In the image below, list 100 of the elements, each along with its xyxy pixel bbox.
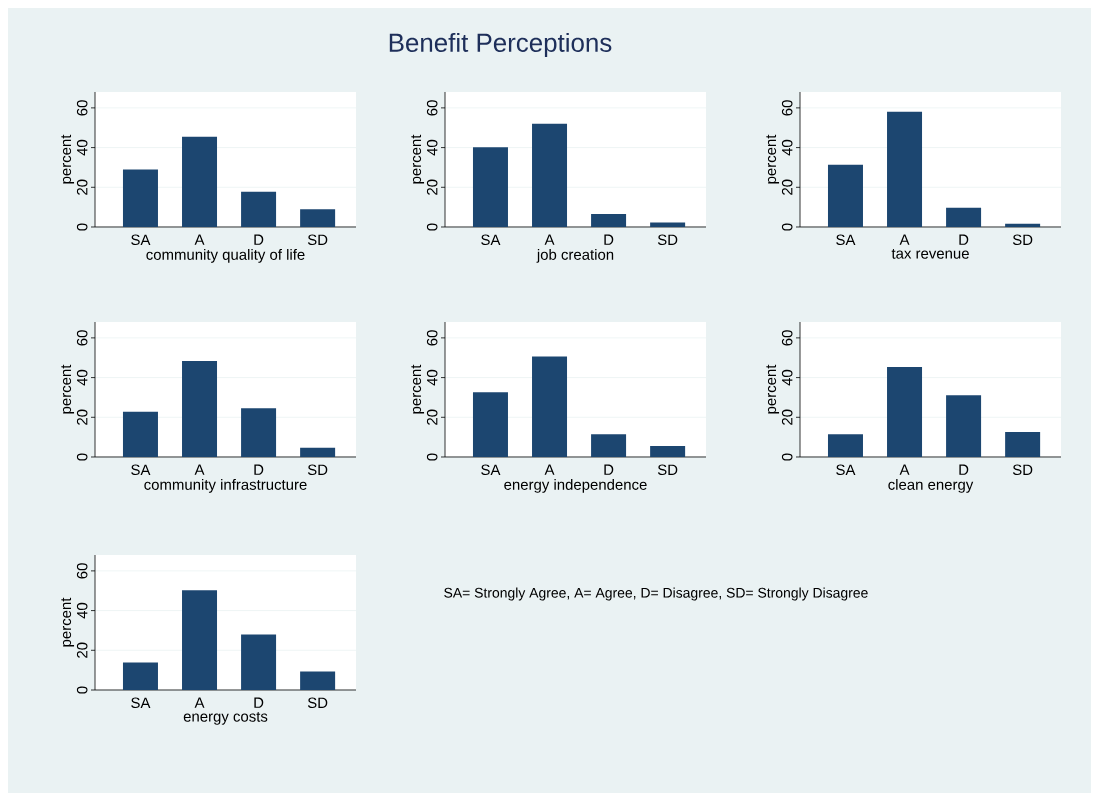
bar [122,169,158,227]
y-tick-label: 40 [781,369,793,386]
y-tick-label: 20 [76,642,88,658]
x-tick-label: A [194,234,205,245]
y-tick-label: 40 [76,602,88,619]
x-tick-label: D [604,234,614,245]
x-tick-label: D [254,234,264,245]
x-tick-label: SD [657,464,678,476]
x-tick-label: SA [131,464,151,476]
x-tick-label: D [254,697,264,708]
bar [122,662,158,690]
y-tick-label: 40 [426,369,438,386]
x-axis-title: community quality of life [146,248,305,263]
x-tick-label: SD [1012,234,1033,246]
y-axis-title: percent [411,364,425,414]
x-tick-label: A [899,464,910,475]
x-tick-label: SD [657,234,678,246]
bar [300,671,336,690]
bar [182,136,218,227]
bar [472,392,508,457]
x-tick-label: SD [307,464,328,476]
y-tick-label: 0 [76,686,88,694]
bar [946,207,982,227]
bar [591,434,627,457]
x-axis-title: job creation [536,248,614,263]
y-tick-label: 0 [781,223,793,231]
y-tick-label: 20 [426,179,438,195]
y-tick-label: 0 [76,453,88,461]
y-axis-title: percent [61,364,75,414]
y-tick-label: 60 [76,330,88,346]
y-tick-label: 0 [426,453,438,461]
x-tick-label: SD [307,697,328,709]
bar [827,164,863,227]
bar [182,360,218,457]
bar [650,446,686,457]
y-tick-label: 60 [76,563,88,579]
x-tick-label: SD [1012,464,1033,476]
bar [182,590,218,690]
x-tick-label: SA [836,464,856,476]
y-axis-title: percent [766,364,780,414]
bar [300,447,336,457]
x-axis-title: energy independence [504,478,647,493]
x-tick-label: SD [307,234,328,246]
bar [241,408,277,457]
y-tick-label: 20 [426,409,438,425]
y-tick-label: 20 [76,409,88,425]
x-axis-title: tax revenue [891,248,969,259]
bar [887,367,923,457]
chart-title: Benefit Perceptions [389,32,612,58]
x-tick-label: D [959,234,969,245]
x-tick-label: A [194,464,205,475]
y-tick-label: 20 [76,179,88,195]
y-tick-label: 60 [76,100,88,116]
x-tick-label: A [194,697,205,708]
x-tick-label: D [959,464,969,475]
y-tick-label: 20 [781,179,793,195]
x-tick-label: A [544,234,555,245]
bar [1005,431,1041,457]
x-tick-label: A [899,234,910,245]
bar [241,191,277,227]
y-tick-label: 0 [781,453,793,461]
bar [887,111,923,227]
text: SA= Strongly Agree, A= Agree, D= Disagree, SD= Strongly Disagree [444,587,868,601]
y-tick-label: 60 [426,330,438,346]
x-tick-label: SA [836,234,856,246]
bar [532,356,568,457]
x-tick-label: SA [131,234,151,246]
x-tick-label: SA [481,464,501,476]
y-tick-label: 0 [76,223,88,231]
x-tick-label: D [604,464,614,475]
y-tick-label: 40 [781,139,793,156]
bar [1005,223,1041,227]
y-tick-label: 60 [781,330,793,346]
x-axis-title: energy costs [183,711,268,725]
x-axis-title: community infrastructure [144,478,307,493]
y-axis-title: percent [61,134,75,184]
x-tick-label: SA [131,697,151,709]
y-tick-label: 60 [781,100,793,116]
y-tick-label: 40 [76,369,88,386]
bar [591,213,627,227]
bar [472,147,508,227]
y-tick-label: 40 [76,139,88,156]
y-axis-title: percent [411,134,425,184]
bar [300,209,336,227]
bar [532,123,568,227]
bar [827,434,863,457]
y-tick-label: 20 [781,409,793,425]
y-axis-title: percent [766,134,780,184]
bar [241,634,277,690]
x-axis-title: clean energy [888,478,974,493]
y-tick-label: 0 [426,223,438,231]
y-tick-label: 60 [426,100,438,116]
x-tick-label: D [254,464,264,475]
x-tick-label: A [544,464,555,475]
bar [122,411,158,457]
bar [650,222,686,227]
y-tick-label: 40 [426,139,438,156]
bar [946,395,982,457]
x-tick-label: SA [481,234,501,246]
y-axis-title: percent [61,597,75,647]
